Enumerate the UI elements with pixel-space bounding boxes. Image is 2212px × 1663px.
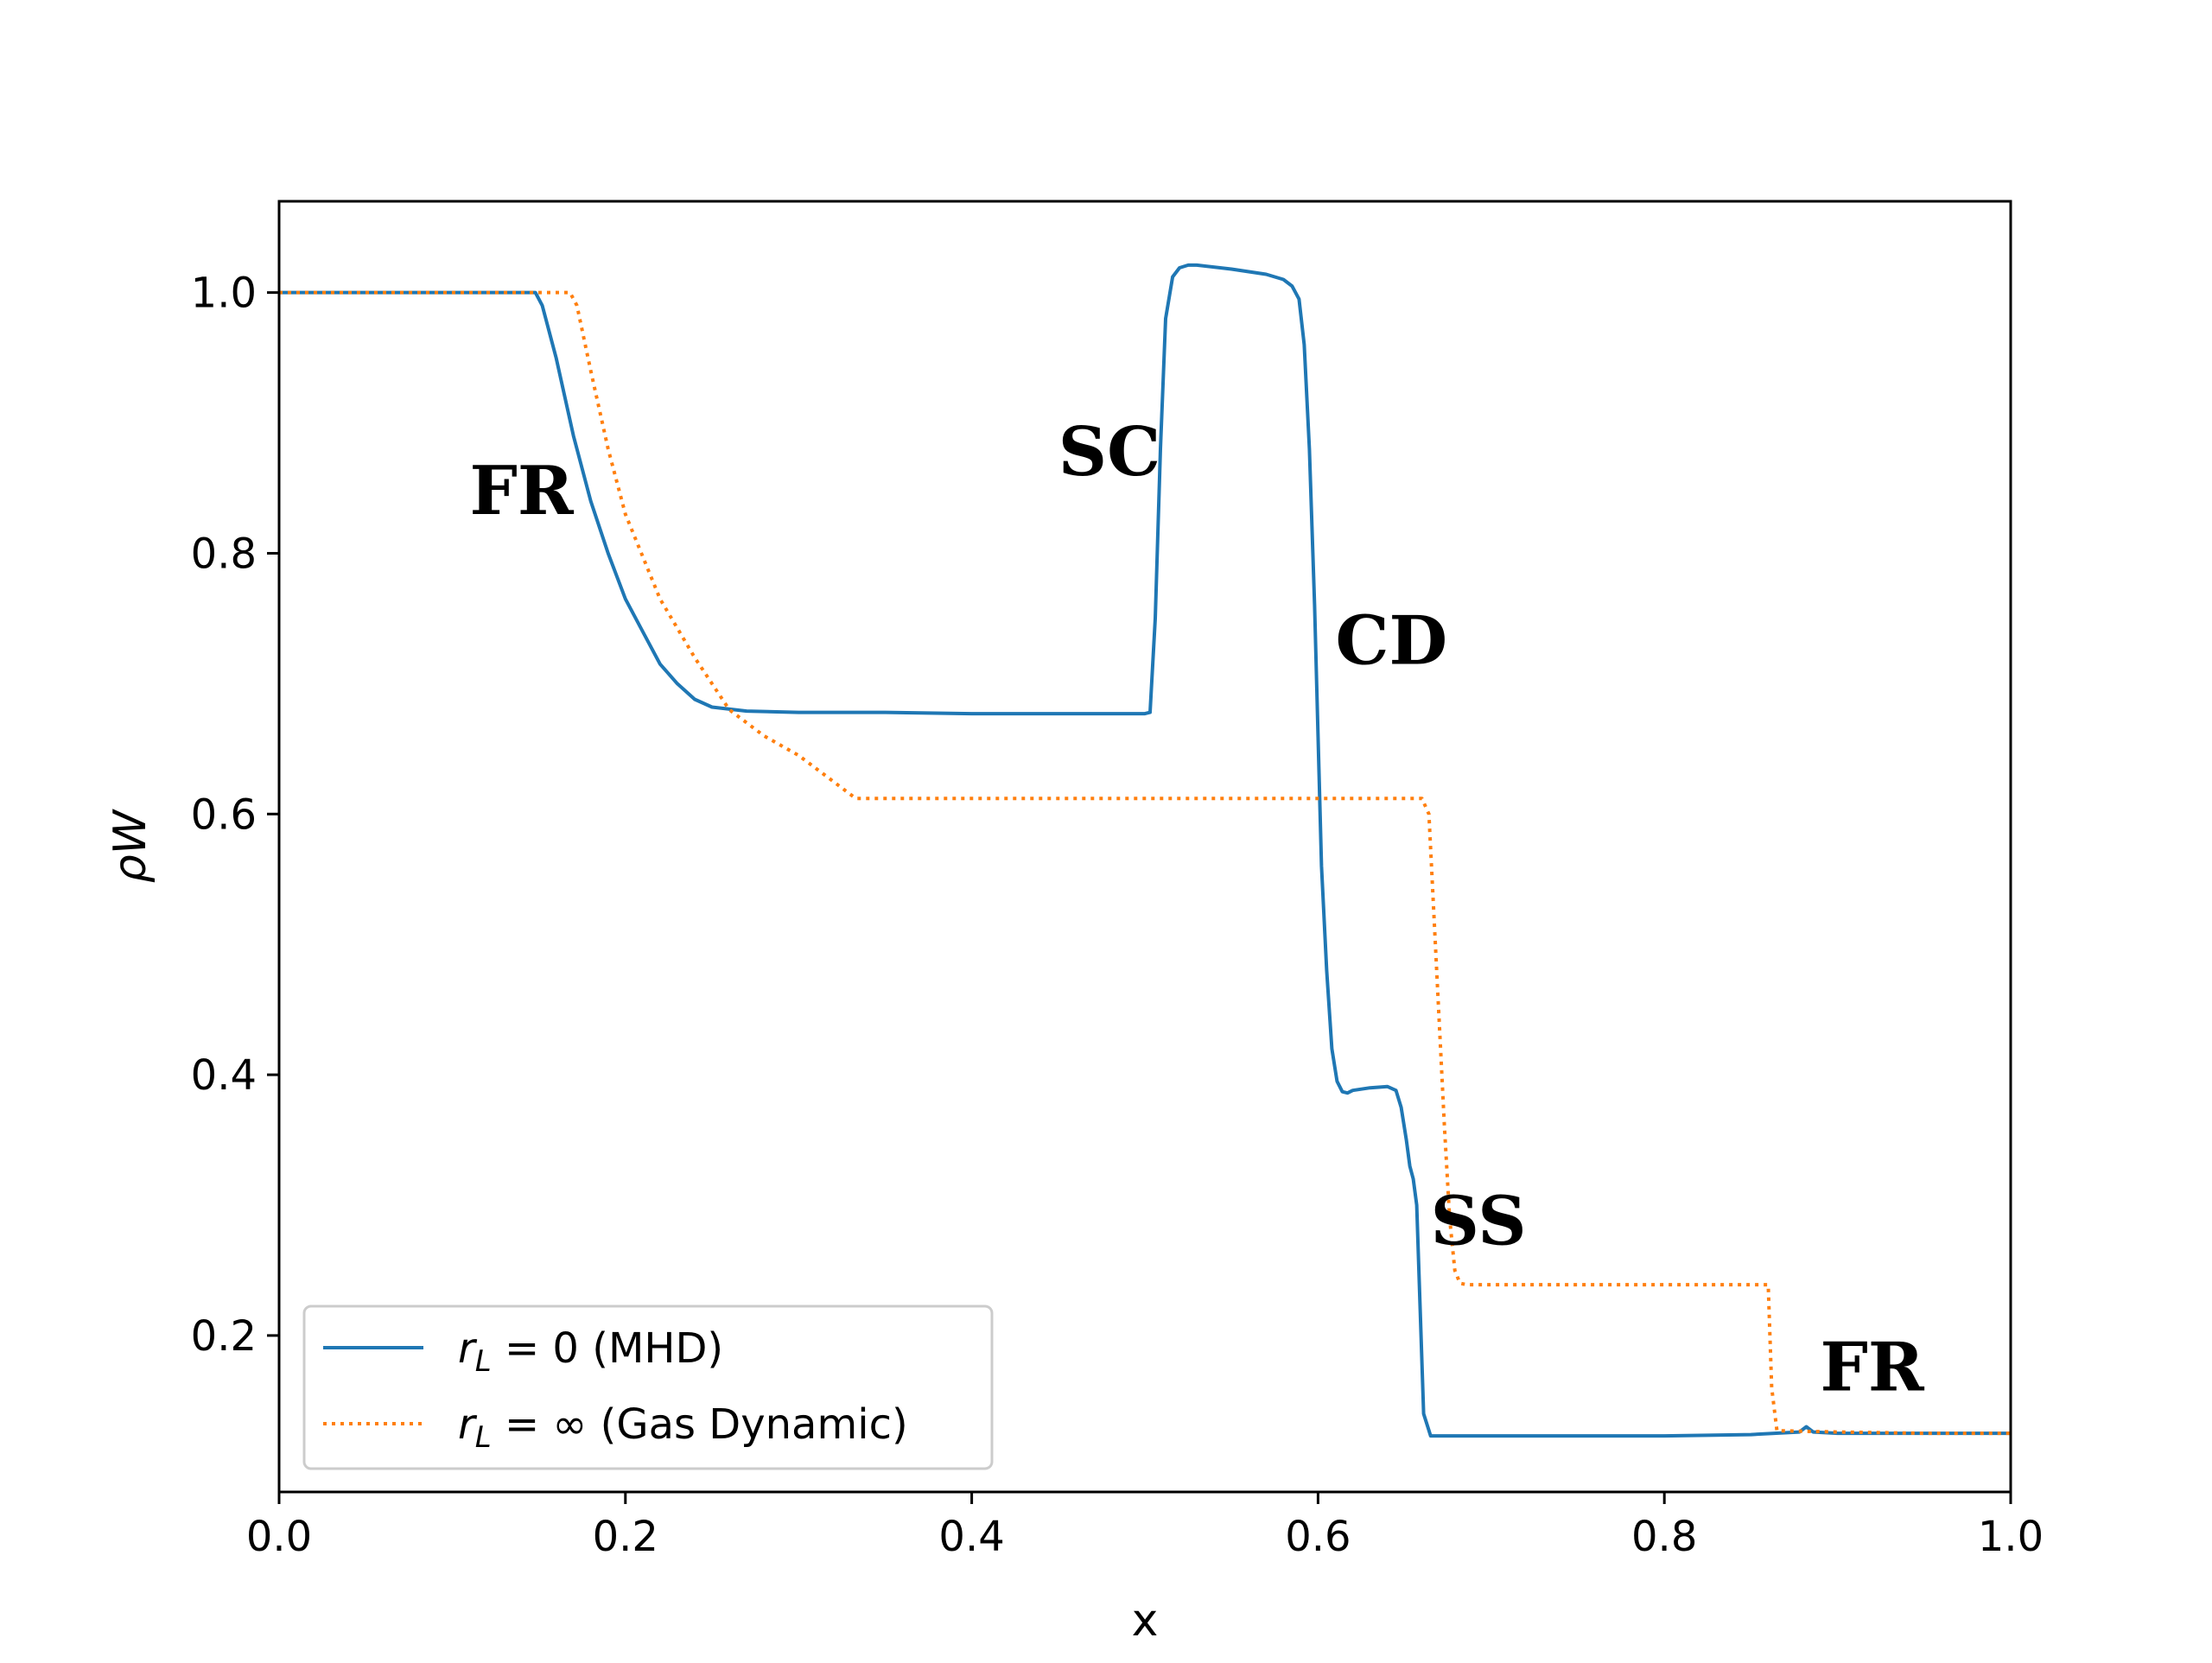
annotation-sc: SC — [1058, 413, 1160, 492]
legend-label-0: rL = 0 (MHD) — [458, 1324, 723, 1379]
x-tick-label: 0.2 — [593, 1513, 658, 1561]
series-line-0 — [279, 263, 2011, 1438]
series-layer — [279, 263, 2011, 1438]
x-tick-label: 0.8 — [1631, 1513, 1697, 1561]
y-tick-label: 1.0 — [191, 270, 257, 318]
plot-frame — [277, 200, 2012, 1494]
annotation-ss: SS — [1431, 1182, 1527, 1260]
x-tick-label: 0.4 — [938, 1513, 1004, 1561]
y-tick-label: 0.6 — [191, 790, 257, 839]
legend: rL = 0 (MHD) rL = ∞ (Gas Dynamic) — [302, 1304, 994, 1470]
annotation-fr: FR — [1821, 1328, 1925, 1406]
x-tick-label: 0.0 — [246, 1513, 312, 1561]
legend-box — [302, 1304, 994, 1470]
x-tick-label: 0.6 — [1285, 1513, 1351, 1561]
y-tick-label: 0.8 — [191, 530, 257, 578]
annotation-cd: CD — [1335, 602, 1447, 681]
axes-layer: 0.0 0.2 0.4 0.6 0.8 1.0 0.2 0.4 0.6 0.8 1.0 x ρW — [105, 200, 2044, 1647]
series-line-1 — [279, 290, 2011, 1436]
y-tick-label: 0.4 — [191, 1051, 257, 1100]
y-tick-label: 0.2 — [191, 1312, 257, 1361]
annotation-fr: FR — [469, 452, 574, 530]
x-tick-label: 1.0 — [1978, 1513, 2044, 1561]
x-axis-label: x — [1132, 1595, 1159, 1647]
legend-label-1: rL = ∞ (Gas Dynamic) — [458, 1400, 908, 1455]
annotation-layer: FR SC CD SS FR — [469, 413, 1924, 1406]
y-axis-label: ρW — [105, 808, 156, 883]
